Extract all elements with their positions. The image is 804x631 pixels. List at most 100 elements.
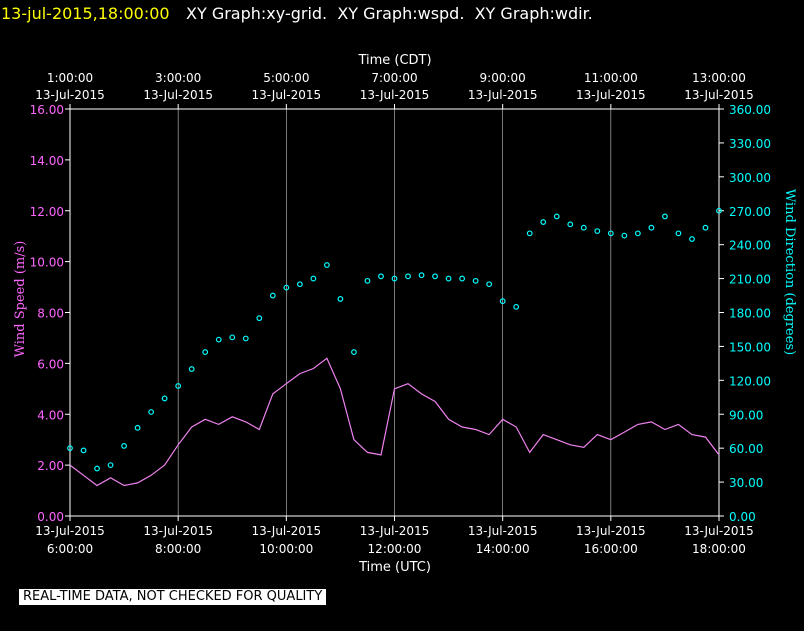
wind-direction-point [580, 224, 587, 231]
wind-direction-point [418, 272, 425, 279]
grid-lines [177, 109, 612, 516]
wind-direction-point [607, 230, 614, 237]
x-top-tick-date: 13-Jul-2015 [143, 88, 213, 102]
wind-direction-point [80, 447, 87, 454]
wind-direction-point [540, 219, 547, 225]
x-top-tick-date: 13-Jul-2015 [35, 88, 105, 102]
wind-direction-point [202, 349, 209, 355]
y-left-tick-label: 6.00 [37, 357, 64, 371]
x-bottom-tick-date: 13-Jul-2015 [252, 524, 322, 538]
wind-direction-point [351, 349, 357, 355]
x-top-tick-date: 13-Jul-2015 [468, 88, 538, 102]
x-top-tick-time: 7:00:00 [371, 71, 417, 85]
wind-direction-point [107, 462, 114, 469]
wind-direction-point [269, 292, 276, 299]
x-top-tick-time: 13:00:00 [692, 71, 746, 85]
x-bottom-tick-date: 13-Jul-2015 [143, 524, 213, 538]
wind-direction-point [621, 232, 628, 239]
x-bottom-axis-title: Time (UTC) [358, 560, 431, 575]
wind-direction-point [323, 262, 330, 268]
y-right-tick-label: 30.00 [729, 476, 763, 490]
wind-direction-point [513, 303, 520, 310]
wind-direction-point [296, 281, 303, 288]
x-bottom-tick-time: 14:00:00 [476, 542, 530, 556]
wind-direction-point [594, 228, 601, 235]
series-layer [67, 207, 722, 487]
wind-direction-point [94, 465, 100, 472]
wind-direction-point [662, 213, 668, 220]
y-right-tick-label: 210.00 [729, 273, 771, 287]
y-right-tick-label: 150.00 [729, 340, 771, 354]
x-top-tick-time: 3:00:00 [155, 71, 201, 85]
y-left-tick-label: 12.00 [30, 205, 64, 219]
y-left-tick-label: 10.00 [30, 256, 64, 270]
wind-direction-point [526, 230, 533, 237]
wind-direction-point [445, 275, 452, 282]
wind-direction-point [188, 366, 195, 372]
y-right-tick-label: 330.00 [729, 137, 771, 151]
wind-direction-point [553, 213, 560, 220]
y-right-axis-title: Wind Direction (degrees) [782, 189, 797, 355]
x-top-tick-date: 13-Jul-2015 [360, 88, 430, 102]
wind-direction-point [716, 207, 722, 214]
y-left-tick-label: 14.00 [30, 154, 64, 168]
wind-direction-point [499, 298, 506, 305]
x-top-tick-time: 9:00:00 [480, 71, 526, 85]
x-bottom-tick-time: 8:00:00 [155, 542, 201, 556]
x-top-tick-date: 13-Jul-2015 [684, 88, 754, 102]
x-top-tick-time: 11:00:00 [584, 71, 638, 85]
wind-direction-point [215, 336, 222, 343]
timestamp: 13-jul-2015,18:00:00 [1, 4, 170, 23]
wind-direction-point [148, 409, 155, 415]
wind-direction-point [378, 273, 384, 280]
y-right-tick-label: 240.00 [729, 239, 771, 253]
wind-direction-point [134, 424, 141, 431]
wind-direction-point [175, 383, 182, 389]
wind-direction-point [567, 221, 574, 228]
x-bottom-tick-time: 10:00:00 [259, 542, 313, 556]
y-right-tick-label: 90.00 [729, 408, 763, 422]
wind-direction-point [648, 224, 655, 231]
x-top-tick-date: 13-Jul-2015 [252, 88, 322, 102]
wind-direction-point [283, 284, 290, 291]
wind-direction-point [229, 334, 236, 341]
wind-direction-point [675, 230, 682, 237]
y-left-tick-label: 0.00 [37, 510, 64, 524]
axis-ticks [65, 104, 724, 521]
x-bottom-tick-date: 13-Jul-2015 [360, 524, 430, 538]
x-bottom-tick-date: 13-Jul-2015 [576, 524, 646, 538]
x-bottom-tick-time: 6:00:00 [47, 542, 93, 556]
quality-notice: REAL-TIME DATA, NOT CHECKED FOR QUALITY [19, 589, 327, 605]
wind-direction-point [634, 230, 641, 237]
wind-direction-point [67, 445, 73, 452]
y-right-tick-label: 120.00 [729, 374, 771, 388]
wind-direction-point [256, 315, 263, 322]
wind-direction-point [459, 275, 466, 282]
wind-direction-point [472, 277, 479, 284]
y-left-tick-label: 2.00 [37, 459, 64, 473]
y-left-tick-label: 8.00 [37, 307, 64, 321]
wind-speed-line [69, 357, 720, 487]
x-top-tick-time: 1:00:00 [47, 71, 93, 85]
tick-labels: 1:00:00 13-Jul-2015 3:00:00 13-Jul-2015 5:00… [30, 71, 771, 556]
graph-titles: XY Graph:xy-grid. XY Graph:wspd. XY Grap… [186, 4, 593, 23]
x-bottom-tick-date: 13-Jul-2015 [468, 524, 538, 538]
wind-direction-point [161, 395, 168, 402]
wind-direction-point [702, 224, 709, 231]
y-right-tick-label: 360.00 [729, 103, 771, 117]
y-right-tick-label: 180.00 [729, 307, 771, 321]
y-right-tick-label: 300.00 [729, 171, 771, 185]
x-bottom-tick-time: 16:00:00 [584, 542, 638, 556]
x-top-tick-date: 13-Jul-2015 [576, 88, 646, 102]
wind-direction-point [405, 273, 411, 280]
y-left-axis-title: Wind Speed (m/s) [13, 241, 28, 358]
y-right-tick-label: 0.00 [729, 510, 756, 524]
x-bottom-tick-time: 18:00:00 [692, 542, 746, 556]
wind-direction-point [486, 281, 493, 288]
wind-direction-point [121, 443, 127, 449]
plot-frame [69, 108, 720, 517]
wind-direction-point [432, 273, 438, 280]
y-right-tick-label: 60.00 [729, 442, 763, 456]
x-bottom-tick-time: 12:00:00 [368, 542, 422, 556]
